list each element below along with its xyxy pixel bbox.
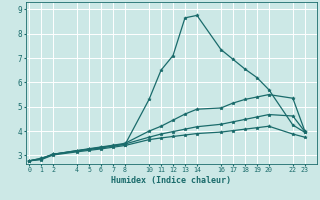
X-axis label: Humidex (Indice chaleur): Humidex (Indice chaleur) <box>111 176 231 185</box>
